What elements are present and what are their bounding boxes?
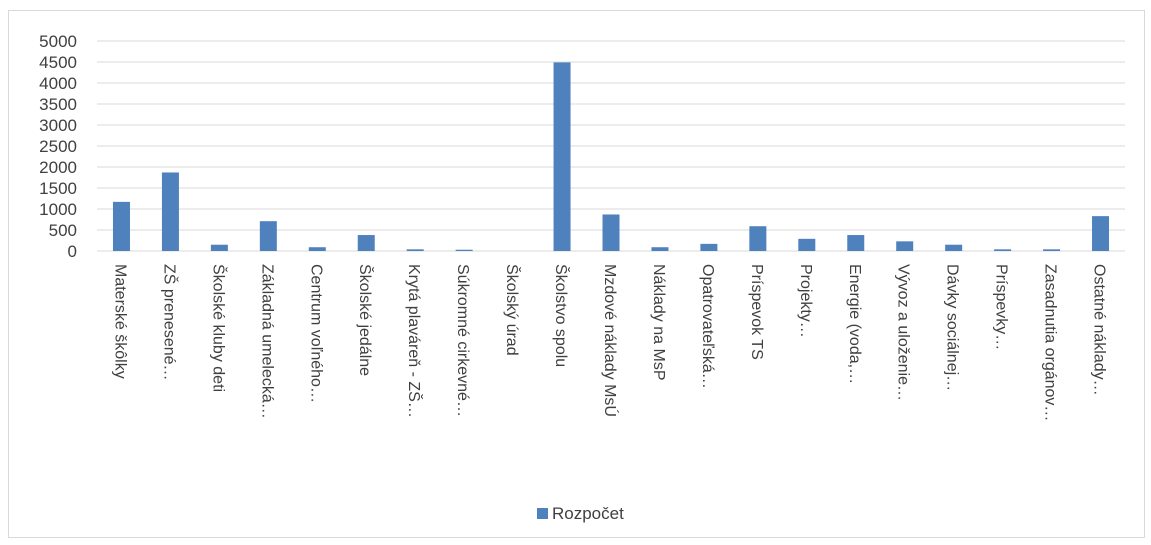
x-category-label: Školstvo spolu bbox=[552, 264, 571, 367]
chart-area bbox=[8, 10, 1145, 538]
legend-swatch bbox=[537, 508, 548, 519]
y-tick-label: 2000 bbox=[39, 158, 77, 177]
x-category-label: Školský úrad bbox=[503, 264, 522, 356]
bar bbox=[308, 247, 326, 251]
bar bbox=[259, 221, 277, 251]
x-category-label: Súkromné cirkevné… bbox=[454, 264, 471, 417]
bar bbox=[455, 249, 473, 251]
y-tick-label: 3000 bbox=[39, 116, 77, 135]
x-category-label: Príspevok TS bbox=[748, 264, 765, 360]
bar bbox=[406, 249, 424, 251]
bar bbox=[994, 249, 1012, 251]
bar bbox=[798, 238, 816, 251]
x-category-label: Centrum voľného… bbox=[307, 264, 324, 403]
bar bbox=[700, 243, 718, 251]
bar bbox=[651, 247, 669, 251]
x-category-label: Opatrovateľská… bbox=[699, 264, 716, 389]
y-tick-label: 2500 bbox=[39, 137, 77, 156]
bar bbox=[210, 244, 228, 251]
x-category-label: Mzdové náklady MsÚ bbox=[601, 264, 620, 417]
bar bbox=[945, 244, 963, 251]
bar bbox=[161, 172, 179, 251]
x-category-label: Projekty… bbox=[797, 264, 814, 338]
bar bbox=[847, 235, 865, 251]
bar bbox=[602, 214, 620, 251]
x-category-label: Materské škôlky bbox=[111, 264, 128, 379]
y-tick-label: 5000 bbox=[39, 32, 77, 51]
bar bbox=[553, 62, 571, 251]
bar bbox=[896, 241, 914, 251]
bar bbox=[1043, 249, 1061, 251]
x-category-label: Zasadnutia orgánov… bbox=[1042, 264, 1059, 421]
x-category-label: Krytá plaváreň - ZŠ… bbox=[405, 264, 424, 418]
legend: Rozpočet bbox=[537, 504, 624, 523]
bar bbox=[357, 235, 375, 251]
bar bbox=[1092, 216, 1110, 251]
legend-label: Rozpočet bbox=[552, 504, 624, 523]
y-axis-tick-labels: 0 500 1000 1500 2000 2500 3000 3500 4000 4500 5000 bbox=[39, 32, 77, 261]
x-category-label: Príspevky… bbox=[993, 264, 1010, 350]
x-axis-category-labels: Materské škôlky ZŠ prenesené… Školské klub… bbox=[111, 264, 1107, 421]
x-category-label: Vývoz a uloženie… bbox=[895, 264, 912, 401]
x-category-label: Ostatné náklady… bbox=[1091, 264, 1108, 396]
bar bbox=[112, 201, 130, 251]
bar bbox=[749, 226, 767, 251]
x-category-label: Školské jedálne bbox=[356, 264, 375, 376]
y-tick-label: 1500 bbox=[39, 179, 77, 198]
x-category-label: Základná umelecká… bbox=[258, 264, 275, 419]
y-tick-label: 3500 bbox=[39, 95, 77, 114]
x-category-label: Dávky sociálnej… bbox=[944, 264, 961, 391]
y-tick-label: 1000 bbox=[39, 200, 77, 219]
bars bbox=[112, 62, 1110, 251]
y-tick-label: 0 bbox=[68, 242, 77, 261]
x-category-label: Náklady na MsP bbox=[650, 264, 667, 381]
x-category-label: Energie (voda,… bbox=[846, 264, 863, 384]
y-tick-label: 4000 bbox=[39, 74, 77, 93]
y-tick-label: 500 bbox=[49, 221, 77, 240]
x-category-label: ZŠ prenesené… bbox=[160, 264, 179, 381]
y-tick-label: 4500 bbox=[39, 53, 77, 72]
x-category-label: Školské kluby deti bbox=[209, 264, 228, 392]
